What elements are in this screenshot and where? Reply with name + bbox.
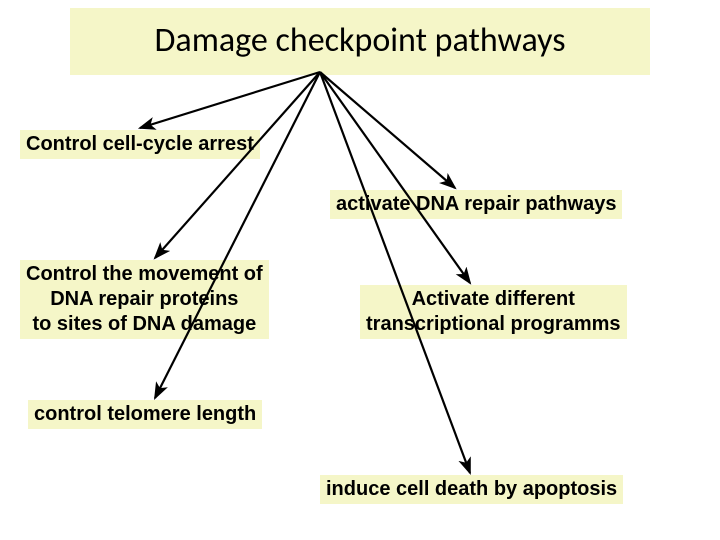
box-cell-cycle: Control cell-cycle arrest [20,130,260,159]
page-title: Damage checkpoint pathways [70,8,650,75]
box-movement: Control the movement of DNA repair prote… [20,260,269,339]
box-apoptosis: induce cell death by apoptosis [320,475,623,504]
box-transcription: Activate different transcriptional progr… [360,285,627,339]
box-telomere: control telomere length [28,400,262,429]
box-dna-repair: activate DNA repair pathways [330,190,622,219]
